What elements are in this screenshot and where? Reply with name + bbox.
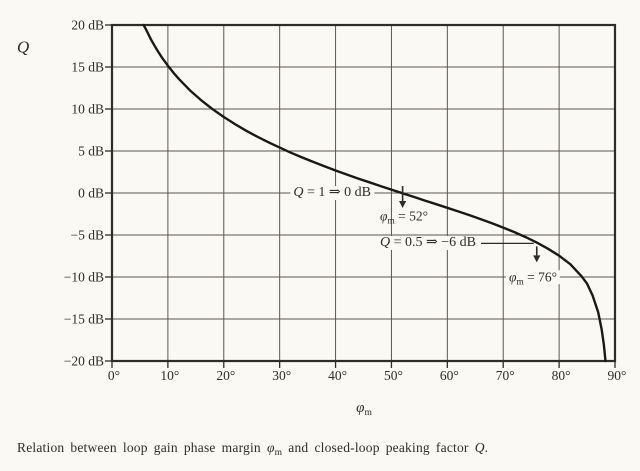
annotation-arrow-76-head [533, 255, 541, 263]
y-tick-label: 0 dB [78, 185, 104, 201]
phi-symbol: φ [356, 400, 365, 416]
x-tick-label: 80° [551, 368, 571, 383]
y-tick-label: 20 dB [71, 17, 104, 33]
y-tick-label: 15 dB [71, 59, 104, 75]
y-tick-label: 5 dB [78, 143, 104, 159]
caption-text-3: . [484, 440, 489, 455]
x-tick-label: 30° [272, 368, 292, 383]
x-axis-title: φm [356, 400, 372, 418]
x-tick-label: 10° [160, 368, 180, 383]
q-symbol: Q [474, 440, 485, 455]
phi-subscript: m [274, 448, 283, 458]
phi-subscript: m [516, 277, 524, 288]
x-tick-label: 0° [107, 368, 121, 383]
q-curve [142, 23, 607, 363]
x-tick-label: 90° [607, 368, 627, 383]
annotation-pm52-text: = 52° [394, 208, 429, 224]
annotation-q1-symbol: Q [293, 185, 304, 200]
x-tick-label: 60° [439, 368, 459, 383]
annotation-q05-label: Q = 0.5 ⇒ −6 dB [377, 236, 479, 250]
annotation-pm52-label: φm = 52° [379, 208, 429, 227]
phi-symbol: φ [266, 440, 275, 455]
annotation-q1-text: = 1 ⇒ 0 dB [303, 185, 371, 200]
annotation-q1-label: Q = 1 ⇒ 0 dB [290, 186, 374, 200]
y-tick-label: −15 dB [63, 311, 104, 327]
annotation-arrow-52-head [399, 201, 407, 208]
x-tick-label: 50° [383, 368, 403, 383]
annotation-pm76-label: φm = 76° [505, 269, 561, 288]
phi-symbol: φ [379, 208, 388, 224]
x-tick-label: 20° [216, 368, 236, 383]
annotation-pm76-text: = 76° [523, 269, 558, 285]
y-tick-label: 10 dB [71, 101, 104, 117]
x-tick-label: 40° [328, 368, 347, 383]
x-tick-label: 70° [495, 368, 515, 383]
caption-text-1: Relation between loop gain phase margin [17, 440, 267, 455]
y-tick-label: −20 dB [63, 353, 104, 369]
figure-caption: Relation between loop gain phase margin … [17, 440, 489, 458]
phi-subscript: m [387, 216, 395, 227]
annotation-q05-symbol: Q [380, 235, 391, 250]
phi-subscript: m [364, 408, 372, 418]
y-tick-label: −10 dB [63, 269, 104, 285]
plot-border [110, 23, 617, 363]
y-tick-label: −5 dB [70, 227, 105, 243]
y-axis-title: Q [17, 37, 30, 57]
annotation-q05-text: = 0.5 ⇒ −6 dB [390, 235, 476, 250]
phi-symbol: φ [508, 269, 517, 285]
caption-text-2: and closed-loop peaking factor [282, 440, 475, 455]
